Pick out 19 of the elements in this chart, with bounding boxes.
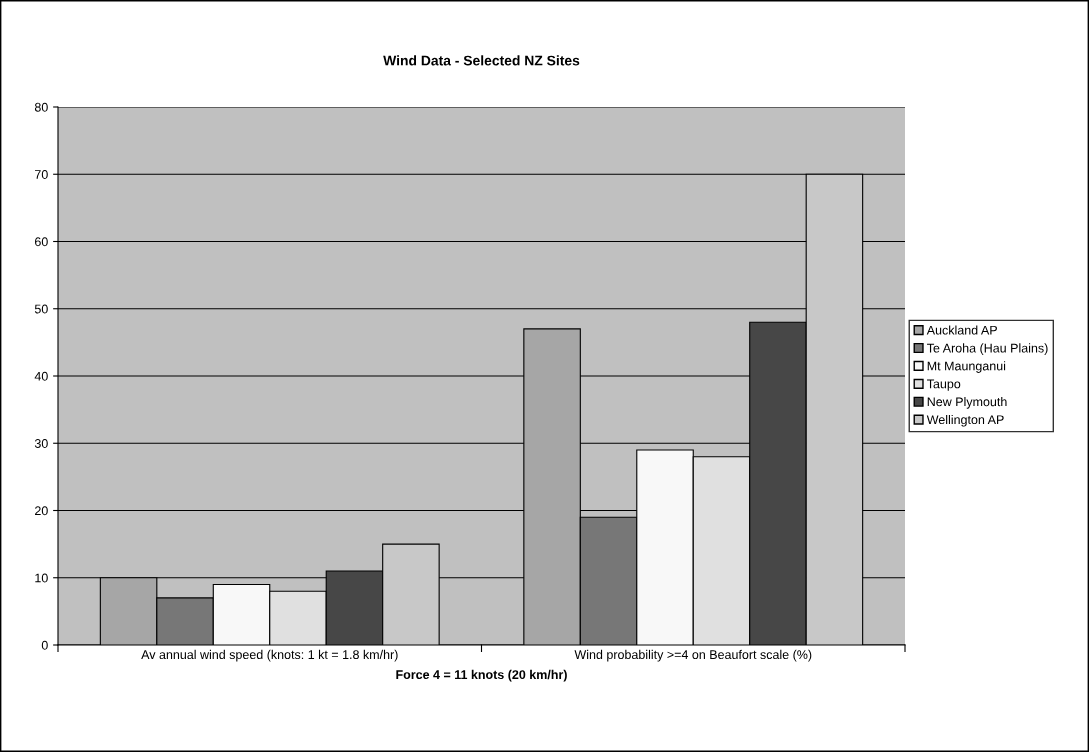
y-tick-label: 0 <box>41 640 48 650</box>
y-tick-label: 40 <box>34 371 48 381</box>
legend-label: Wellington AP <box>926 414 1004 427</box>
y-tick-label: 20 <box>35 506 48 516</box>
y-tick-label: 80 <box>34 102 48 112</box>
legend-label: Te Aroha (Hau Plains) <box>927 343 1048 355</box>
x-axis-title: Force 4 = 11 knots (20 km/hr) <box>396 669 567 682</box>
y-tick-label: 70 <box>35 170 48 179</box>
legend-label: New Plymouth <box>927 397 1007 409</box>
x-tick-label: Av annual wind speed (knots: 1 kt = 1.8 km/hr) <box>141 649 398 662</box>
legend-label: Auckland AP <box>926 325 997 335</box>
y-tick-label: 60 <box>35 237 48 247</box>
y-tick-label: 30 <box>34 439 48 448</box>
legend-label: Taupo <box>927 379 961 391</box>
chart-title: Wind Data - Selected NZ Sites <box>383 55 580 66</box>
y-tick-label: 10 <box>35 573 48 583</box>
x-tick-label: Wind probability >=4 on Beaufort scale (%) <box>574 649 812 662</box>
y-tick-label: 50 <box>34 304 48 314</box>
legend-label: Mt Maunganui <box>927 361 1006 373</box>
